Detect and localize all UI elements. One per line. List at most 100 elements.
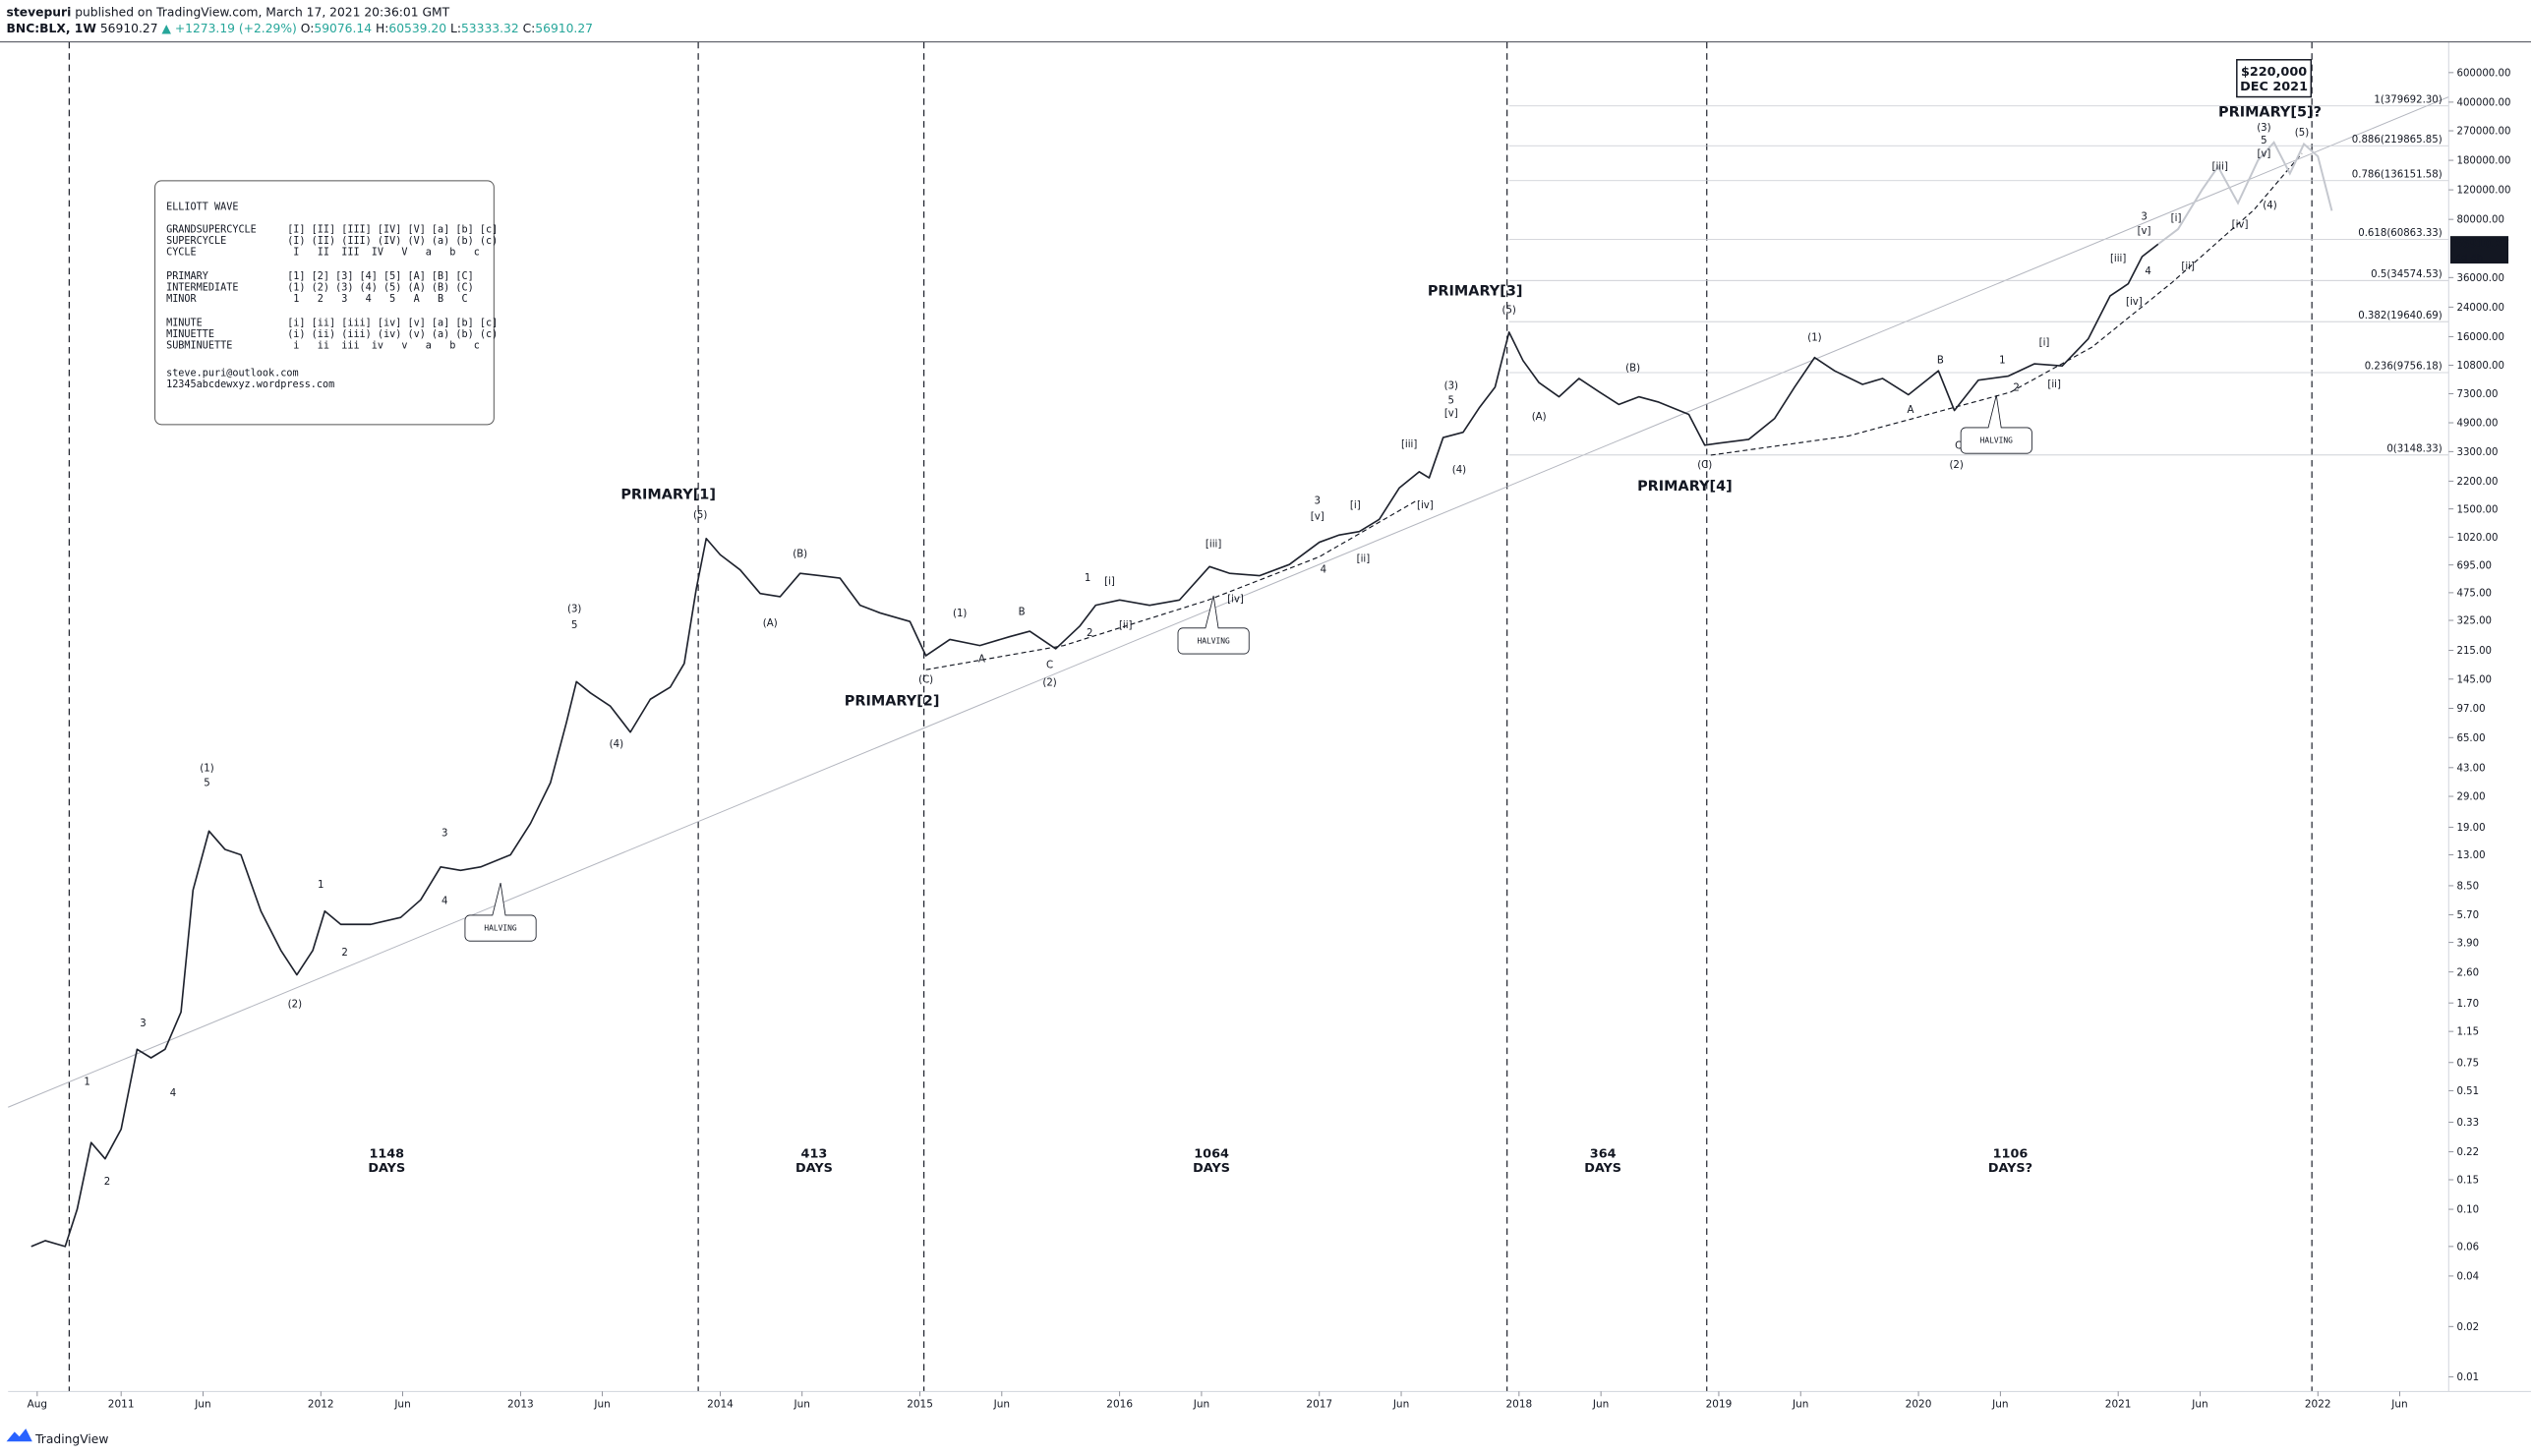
halving-label: HALVING bbox=[484, 924, 516, 933]
cycle-days-label: DAYS bbox=[795, 1161, 833, 1176]
projection-line bbox=[2157, 141, 2333, 246]
wave-label: 4 bbox=[441, 896, 447, 906]
wave-label: 1 bbox=[84, 1077, 89, 1087]
y-tick-label: 13.00 bbox=[2456, 850, 2485, 861]
wave-label: (3) bbox=[1444, 381, 1458, 392]
fib-label: 0.886(219865.85) bbox=[2352, 135, 2443, 146]
y-tick-label: 0.02 bbox=[2456, 1322, 2479, 1333]
wave-label: B bbox=[1019, 607, 1026, 617]
logo bbox=[6, 1428, 32, 1442]
wave-label: C bbox=[1955, 440, 1962, 451]
wave-label: [iv] bbox=[2232, 220, 2249, 231]
legend-row-name: SUPERCYCLE bbox=[166, 236, 226, 247]
legend-row-name: SUBMINUETTE bbox=[166, 341, 232, 352]
legend-title: ELLIOTT WAVE bbox=[166, 202, 238, 212]
primary-label: PRIMARY[5]? bbox=[2218, 104, 2322, 120]
y-tick-label: 0.51 bbox=[2456, 1086, 2479, 1097]
wave-label: (C) bbox=[1697, 460, 1712, 471]
wave-label: 1 bbox=[318, 880, 324, 891]
change: ▲ +1273.19 (+2.29%) bbox=[161, 22, 296, 35]
wave-label: (C) bbox=[918, 675, 933, 686]
x-tick-label: 2018 bbox=[1505, 1399, 1532, 1411]
wave-label: 1 bbox=[1999, 355, 2005, 366]
y-tick-label: 1.15 bbox=[2456, 1027, 2479, 1038]
wave-label: 5 bbox=[2261, 136, 2266, 146]
fib-label: 0.236(9756.18) bbox=[2365, 362, 2443, 373]
ohlc-label: L: bbox=[450, 22, 461, 35]
cycle-days-label: 1064 bbox=[1194, 1146, 1229, 1161]
y-tick-label: 325.00 bbox=[2456, 616, 2492, 627]
wave-label: (3) bbox=[567, 604, 581, 614]
x-tick-label: Jun bbox=[993, 1399, 1010, 1411]
wave-label: (2) bbox=[1949, 460, 1963, 471]
x-tick-label: Jun bbox=[2390, 1399, 2407, 1411]
wave-label: (1) bbox=[200, 764, 213, 775]
wave-label: (3) bbox=[2257, 123, 2270, 134]
legend-contact: 12345abcdewxyz.wordpress.com bbox=[166, 379, 334, 390]
legend-row-name: MINUTE bbox=[166, 319, 203, 329]
x-tick-label: 2020 bbox=[1906, 1399, 1932, 1411]
y-tick-label: 0.75 bbox=[2456, 1058, 2479, 1069]
legend-row-marks: [1] [2] [3] [4] [5] [A] [B] [C] bbox=[287, 271, 474, 282]
wave-label: [iii] bbox=[1206, 539, 1221, 550]
wave-label: [i] bbox=[1350, 500, 1361, 511]
wave-label: 5 bbox=[1448, 395, 1454, 406]
wave-label: [v] bbox=[2138, 226, 2151, 237]
y-tick-label: 600000.00 bbox=[2456, 68, 2510, 79]
legend-row-marks: [i] [ii] [iii] [iv] [v] [a] [b] [c] bbox=[287, 319, 498, 329]
wave-label: (2) bbox=[1042, 678, 1056, 689]
y-tick-label: 0.06 bbox=[2456, 1243, 2479, 1253]
elliott-legend: ELLIOTT WAVE GRANDSUPERCYCLE [I] [II] [II… bbox=[154, 180, 498, 426]
fib-label: 0.5(34574.53) bbox=[2371, 269, 2443, 280]
y-tick-label: 29.00 bbox=[2456, 792, 2485, 803]
header-line: stevepuri published on TradingView.com, … bbox=[7, 5, 450, 19]
legend-contact: steve.puri@outlook.com bbox=[166, 369, 299, 379]
x-tick-label: Jun bbox=[1792, 1399, 1808, 1411]
last-price-box bbox=[2449, 236, 2509, 264]
legend-row-name: PRIMARY bbox=[166, 271, 208, 282]
cycle-days-label: DAYS bbox=[368, 1161, 405, 1176]
cycle-days-label: 1106 bbox=[1993, 1146, 2029, 1161]
wave-label: 3 bbox=[140, 1019, 146, 1029]
x-tick-label: 2016 bbox=[1106, 1399, 1133, 1411]
wave-label: [iv] bbox=[2126, 297, 2143, 308]
legend-row-marks: i ii iii iv v a b c bbox=[287, 341, 480, 352]
primary-label: PRIMARY[2] bbox=[845, 694, 940, 710]
wave-label: 3 bbox=[441, 828, 447, 839]
symbol-line: BNC:BLX, 1W 56910.27 ▲ +1273.19 (+2.29%)… bbox=[7, 22, 593, 35]
legend-row-marks: (i) (ii) (iii) (iv) (v) (a) (b) (c) bbox=[287, 329, 498, 340]
legend-row-name: MINUETTE bbox=[166, 329, 214, 340]
wave-label: 2 bbox=[341, 948, 347, 959]
x-tick-label: 2012 bbox=[308, 1399, 334, 1411]
wave-label: (1) bbox=[1807, 332, 1821, 343]
wave-label: (B) bbox=[793, 549, 807, 559]
x-tick-label: Jun bbox=[2191, 1399, 2207, 1411]
wave-label: 2 bbox=[104, 1177, 110, 1188]
halving-callout bbox=[1960, 395, 2032, 454]
wave-label: A bbox=[1907, 405, 1913, 416]
wave-label: [ii] bbox=[2181, 262, 2195, 272]
cycle-days-label: DAYS? bbox=[1988, 1161, 2032, 1176]
y-tick-label: 97.00 bbox=[2456, 704, 2485, 715]
wave-label: A bbox=[978, 654, 985, 665]
halving-callout bbox=[464, 882, 537, 942]
wave-label: [i] bbox=[2039, 337, 2050, 348]
last: 56910.27 bbox=[100, 22, 158, 35]
x-tick-label: 2021 bbox=[2105, 1399, 2132, 1411]
cycle-days-label: DAYS bbox=[1193, 1161, 1230, 1176]
y-tick-label: 475.00 bbox=[2456, 589, 2492, 600]
legend-row-marks: 1 2 3 4 5 A B C bbox=[287, 294, 467, 305]
wave-label: [iii] bbox=[2212, 161, 2228, 172]
wave-curve bbox=[925, 499, 1418, 670]
ohlc-value: 53333.32 bbox=[461, 22, 519, 35]
footer: TradingView bbox=[6, 1428, 108, 1446]
x-tick-label: 2013 bbox=[507, 1399, 534, 1411]
legend-row-marks: (I) (II) (III) (IV) (V) (a) (b) (c) bbox=[287, 236, 498, 247]
wave-label: 5 bbox=[204, 779, 209, 789]
y-tick-label: 145.00 bbox=[2456, 674, 2492, 685]
x-tick-label: Jun bbox=[1392, 1399, 1409, 1411]
legend-row-marks: (1) (2) (3) (4) (5) (A) (B) (C) bbox=[287, 283, 474, 294]
wave-label: [v] bbox=[2257, 148, 2270, 159]
x-tick-label: Jun bbox=[1991, 1399, 2008, 1411]
